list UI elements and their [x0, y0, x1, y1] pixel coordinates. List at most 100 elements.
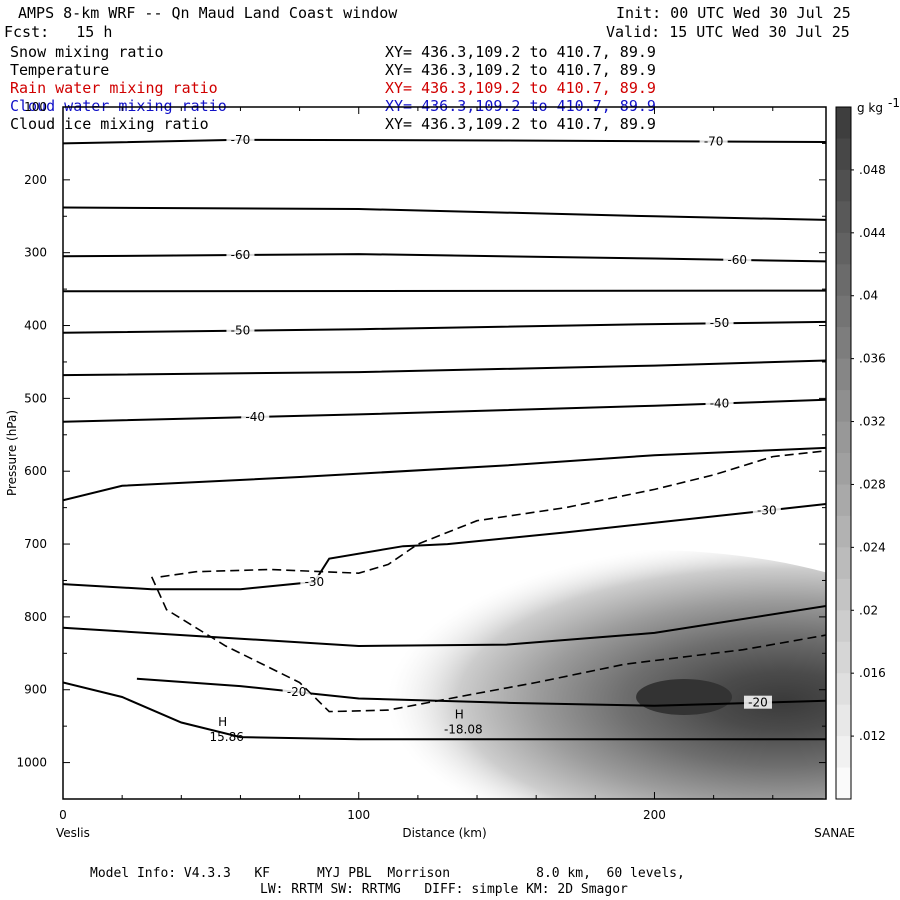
y-tick-label: 1000: [16, 756, 47, 770]
colorbar-swatch: [836, 295, 851, 328]
temperature-contour: [63, 359, 826, 377]
contour-label-bg: [282, 684, 311, 698]
x-axis-label: Distance (km): [402, 826, 486, 840]
left-endpoint-label: Veslis: [56, 826, 90, 840]
temperature-contour: [63, 398, 826, 423]
colorbar-tick-label: .024: [859, 540, 886, 554]
colorbar-unit: g kg: [857, 101, 883, 115]
y-tick-label: 300: [24, 246, 47, 260]
contour-label-bg: [226, 323, 255, 337]
field-xy-cloud-water: XY= 436.3,109.2 to 410.7, 89.9: [385, 97, 656, 115]
contour-label: -40: [245, 410, 265, 424]
temperature-contour: [63, 253, 826, 263]
snow-maximum-core: [636, 679, 733, 716]
colorbar-swatch: [836, 421, 851, 454]
colorbar-swatch: [836, 673, 851, 706]
colorbar-tick-label: .04: [859, 289, 878, 303]
colorbar-swatch: [836, 578, 851, 611]
temperature-contour: [63, 681, 826, 741]
contour-label-bg: [752, 503, 781, 517]
colorbar-swatch: [836, 704, 851, 737]
colorbar-swatch: [836, 453, 851, 485]
colorbar-tick-label: .012: [859, 729, 886, 743]
field-name-cloud-water: Cloud water mixing ratio: [10, 97, 227, 115]
temperature-contour: [136, 677, 826, 707]
colorbar-tick-label: .02: [859, 603, 878, 617]
colorbar-frame: [835, 106, 852, 800]
high-marker: H: [218, 715, 227, 729]
contour-label-bg: [241, 409, 270, 423]
contour-label: -50: [710, 316, 730, 330]
x-tick-label: 100: [347, 808, 370, 822]
colorbar-swatch: [836, 390, 851, 423]
contour-label-bg: [300, 574, 329, 588]
contour-label-bg: [723, 252, 752, 266]
snow-shading: [314, 550, 826, 799]
colorbar-tick-label: .028: [859, 477, 886, 491]
contour-label: -50: [231, 324, 251, 338]
colorbar-swatch: [836, 138, 851, 171]
high-marker: H: [455, 708, 464, 722]
colorbar-tick-label: .048: [859, 163, 886, 177]
chart-title: AMPS 8-km WRF -- Qn Maud Land Coast wind…: [18, 4, 398, 22]
colorbar-swatch: [836, 107, 851, 139]
high-value: -18.08: [444, 723, 483, 737]
colorbar-swatch: [836, 358, 851, 391]
y-tick-label: 100: [24, 100, 47, 114]
contour-label-bg: [705, 396, 734, 410]
contour-label: -20: [287, 685, 307, 699]
right-endpoint-label: SANAE: [814, 826, 855, 840]
y-tick-label: 400: [24, 319, 47, 333]
colorbar-swatch: [836, 264, 851, 297]
contour-label: -60: [727, 253, 747, 267]
x-tick-label: 0: [59, 808, 67, 822]
temperature-contour: [63, 446, 826, 502]
colorbar-swatch: [836, 327, 851, 360]
y-tick-label: 900: [24, 683, 47, 697]
temperature-contour: [63, 503, 826, 591]
colorbar-swatch: [836, 484, 851, 517]
temperature-contour: [63, 138, 826, 145]
y-tick-label: 700: [24, 537, 47, 551]
footer-physics-info: LW: RRTM SW: RRTMG DIFF: simple KM: 2D S…: [260, 882, 628, 897]
y-tick-label: 600: [24, 464, 47, 478]
colorbar-swatch: [836, 232, 851, 265]
colorbar-swatch: [836, 767, 851, 800]
contour-label: -70: [704, 134, 724, 148]
contour-label: -60: [231, 248, 251, 262]
contour-label-bg: [705, 316, 734, 330]
field-xy-cloud-ice: XY= 436.3,109.2 to 410.7, 89.9: [385, 115, 656, 133]
contour-label: -20: [748, 696, 768, 710]
colorbar-tick-label: .036: [859, 352, 886, 366]
y-tick-label: 500: [24, 391, 47, 405]
colorbar-swatch: [836, 201, 851, 234]
x-tick-label: 200: [643, 808, 666, 822]
snow-mixing-contour: [150, 576, 826, 713]
contour-label: -70: [231, 133, 251, 147]
temperature-contour: [63, 206, 826, 221]
y-axis-label: Pressure (hPa): [5, 410, 19, 496]
contour-label-bg: [226, 248, 255, 262]
field-name-temperature: Temperature: [10, 61, 110, 79]
colorbar-swatch: [836, 736, 851, 769]
contour-label: -30: [305, 575, 325, 589]
y-tick-label: 200: [24, 173, 47, 187]
contour-label-bg: [226, 132, 255, 146]
contour-label: -40: [710, 396, 730, 410]
colorbar-tick-label: .032: [859, 415, 886, 429]
snow-mixing-contour: [160, 450, 826, 578]
field-name-snow: Snow mixing ratio: [10, 43, 164, 61]
high-value: 15.86: [210, 730, 244, 744]
field-xy-snow: XY= 436.3,109.2 to 410.7, 89.9: [385, 43, 656, 61]
contour-label-bg: [743, 695, 772, 709]
plot-frame: [62, 106, 827, 800]
colorbar-swatch: [836, 515, 851, 548]
colorbar-swatch: [836, 169, 851, 202]
temperature-contour: [63, 320, 826, 334]
field-xy-rain: XY= 436.3,109.2 to 410.7, 89.9: [385, 79, 656, 97]
footer-model-info: Model Info: V4.3.3 KF MYJ PBL Morrison 8…: [90, 866, 685, 881]
contour-label-bg: [699, 134, 728, 148]
forecast-hour: Fcst: 15 h: [4, 23, 113, 41]
field-xy-temperature: XY= 436.3,109.2 to 410.7, 89.9: [385, 61, 656, 79]
